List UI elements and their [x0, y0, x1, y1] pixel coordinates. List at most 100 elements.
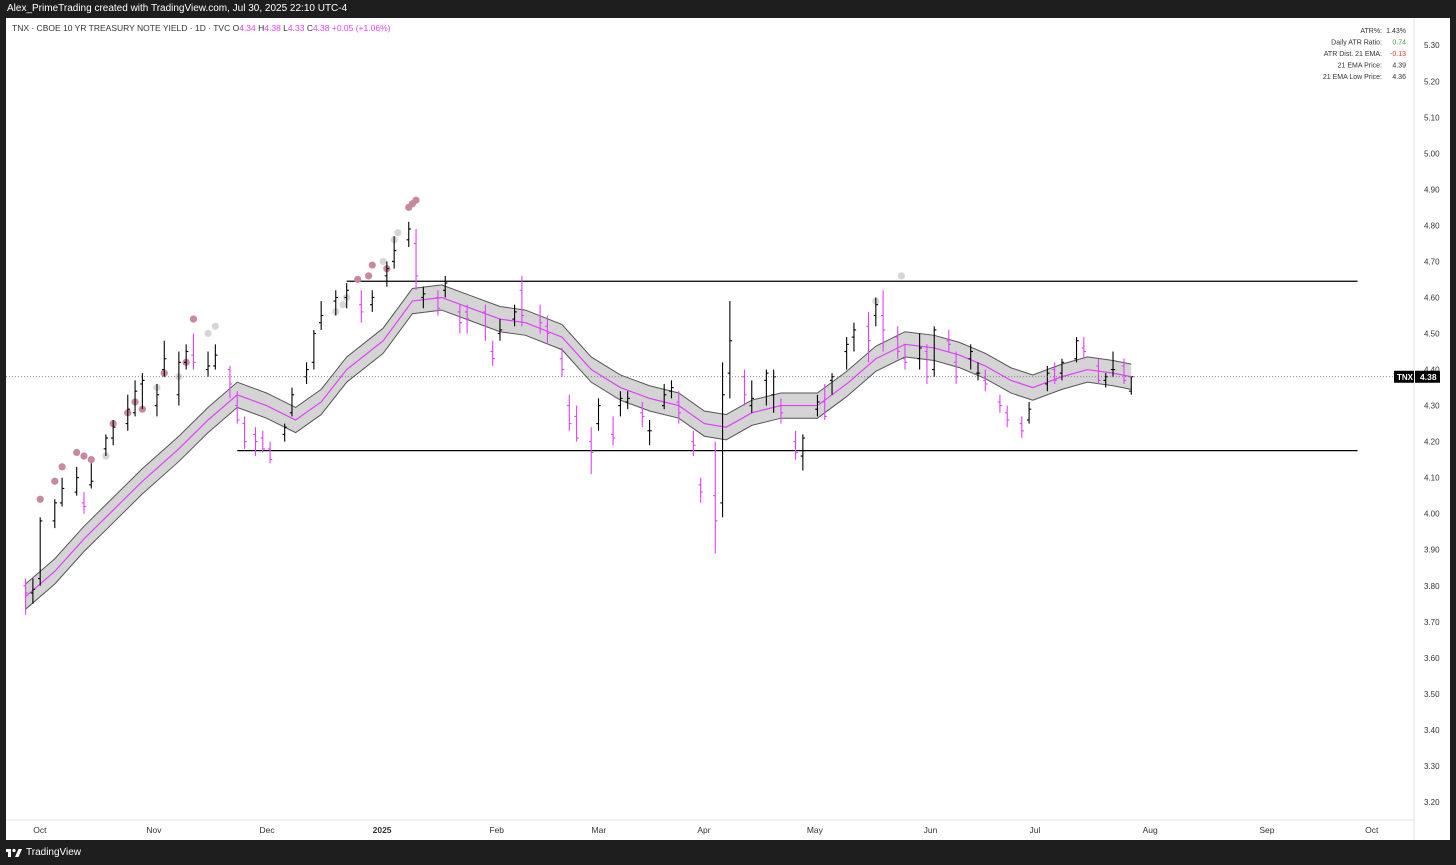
ohlc-bar[interactable]: [640, 401, 645, 428]
ohlc-bar[interactable]: [1110, 351, 1116, 377]
ohlc-bar[interactable]: [902, 344, 908, 370]
ohlc-bar[interactable]: [625, 391, 630, 410]
ohlc-bar[interactable]: [815, 394, 820, 417]
ohlc-bar[interactable]: [669, 380, 674, 399]
ohlc-bar[interactable]: [778, 398, 784, 424]
ohlc-bar[interactable]: [235, 391, 240, 424]
ohlc-bar[interactable]: [103, 434, 109, 457]
ohlc-bar[interactable]: [435, 290, 441, 316]
ohlc-bar[interactable]: [997, 394, 1003, 413]
ohlc-bar[interactable]: [793, 430, 798, 460]
ohlc-bar[interactable]: [764, 369, 769, 406]
ohlc-bar[interactable]: [59, 477, 65, 507]
ohlc-bar[interactable]: [370, 290, 375, 312]
ohlc-bar[interactable]: [253, 427, 258, 457]
ohlc-bar[interactable]: [844, 337, 849, 370]
price-chart[interactable]: 5.30 5.20 5.10 5.00 4.90 4.80 4.70 4.60 4.50 4.40…: [6, 18, 1450, 840]
ohlc-bar[interactable]: [559, 347, 565, 377]
ohlc-bar[interactable]: [413, 229, 419, 291]
ohlc-bar[interactable]: [895, 326, 900, 359]
ohlc-bar[interactable]: [443, 275, 448, 298]
ohlc-bar[interactable]: [205, 351, 211, 377]
ohlc-bar[interactable]: [154, 383, 160, 417]
ohlc-bar[interactable]: [1074, 337, 1079, 363]
ohlc-bar[interactable]: [880, 290, 886, 352]
ohlc-bar[interactable]: [183, 344, 189, 370]
ohlc-bar[interactable]: [1019, 416, 1024, 439]
ohlc-bar[interactable]: [384, 261, 390, 287]
ohlc-bar[interactable]: [946, 329, 952, 352]
ohlc-bar[interactable]: [519, 275, 525, 327]
ohlc-bar[interactable]: [497, 319, 503, 341]
ohlc-bar[interactable]: [490, 340, 495, 366]
ohlc-bar[interactable]: [140, 373, 145, 410]
ohlc-bar[interactable]: [23, 578, 28, 615]
ohlc-bar[interactable]: [333, 290, 338, 316]
ohlc-bar[interactable]: [610, 416, 616, 446]
ohlc-bar[interactable]: [359, 290, 364, 323]
ohlc-bar[interactable]: [866, 311, 871, 363]
ohlc-bar[interactable]: [742, 369, 747, 406]
ohlc-bar[interactable]: [213, 344, 218, 370]
ohlc-bar[interactable]: [713, 441, 718, 554]
ohlc-bar[interactable]: [749, 380, 754, 413]
ohlc-bar[interactable]: [698, 477, 703, 503]
ohlc-bar[interactable]: [421, 286, 426, 309]
ohlc-bar[interactable]: [318, 301, 324, 330]
ohlc-bar[interactable]: [267, 441, 273, 464]
ohlc-bar[interactable]: [647, 420, 652, 446]
ohlc-bar[interactable]: [483, 304, 488, 341]
ohlc-bar[interactable]: [89, 463, 94, 489]
ohlc-bar[interactable]: [81, 492, 87, 514]
ohlc-bar[interactable]: [162, 340, 167, 377]
ohlc-bar[interactable]: [661, 383, 667, 410]
ohlc-bar[interactable]: [975, 362, 981, 381]
ohlc-bar[interactable]: [676, 391, 681, 424]
ohlc-bar[interactable]: [917, 333, 922, 370]
ohlc-bar[interactable]: [260, 430, 265, 453]
ohlc-bar[interactable]: [1052, 362, 1057, 384]
ohlc-bar[interactable]: [567, 394, 572, 431]
ohlc-bar[interactable]: [873, 297, 879, 327]
ohlc-bar[interactable]: [537, 304, 543, 334]
ohlc-bar[interactable]: [132, 380, 138, 417]
last-price-tag[interactable]: TNX 4.38: [1394, 370, 1440, 383]
ohlc-bar[interactable]: [574, 405, 579, 442]
ohlc-bar[interactable]: [800, 434, 806, 471]
ohlc-bar[interactable]: [822, 383, 827, 420]
ohlc-bar[interactable]: [191, 333, 196, 370]
ohlc-bar[interactable]: [406, 221, 411, 248]
ohlc-bar[interactable]: [932, 326, 937, 377]
ohlc-bar[interactable]: [344, 283, 349, 309]
ohlc-bar[interactable]: [1026, 401, 1032, 424]
ohlc-bar[interactable]: [110, 420, 116, 446]
ohlc-bar[interactable]: [304, 362, 309, 384]
ohlc-bar[interactable]: [545, 315, 550, 345]
ohlc-bar[interactable]: [457, 304, 463, 334]
ohlc-bar[interactable]: [512, 304, 517, 327]
ohlc-bar[interactable]: [589, 427, 594, 475]
ohlc-bar[interactable]: [1121, 358, 1127, 384]
ohlc-bar[interactable]: [1045, 365, 1050, 392]
chart-panel[interactable]: 5.30 5.20 5.10 5.00 4.90 4.80 4.70 4.60 4.50 4.40…: [6, 18, 1450, 840]
ohlc-bar[interactable]: [74, 466, 79, 496]
ohlc-bar[interactable]: [227, 365, 233, 399]
ohlc-bar[interactable]: [391, 236, 397, 269]
ohlc-bar[interactable]: [851, 322, 857, 352]
ohlc-bar[interactable]: [242, 416, 247, 449]
ohlc-bar[interactable]: [1096, 358, 1101, 384]
ohlc-bar[interactable]: [464, 304, 470, 334]
ohlc-bar[interactable]: [125, 394, 130, 431]
symbol-legend[interactable]: TNX · CBOE 10 YR TREASURY NOTE YIELD · 1…: [12, 23, 391, 33]
ohlc-bar[interactable]: [596, 398, 601, 431]
ohlc-bar[interactable]: [52, 499, 57, 529]
ohlc-bar[interactable]: [727, 301, 733, 399]
ohlc-bar[interactable]: [1004, 405, 1010, 428]
ohlc-bar[interactable]: [37, 517, 43, 586]
ohlc-bar[interactable]: [176, 351, 182, 406]
ohlc-bar[interactable]: [720, 362, 725, 518]
ohlc-bar[interactable]: [311, 329, 317, 370]
ohlc-bar[interactable]: [282, 423, 287, 442]
ohlc-bar[interactable]: [1059, 358, 1065, 381]
ohlc-bar[interactable]: [983, 369, 988, 392]
